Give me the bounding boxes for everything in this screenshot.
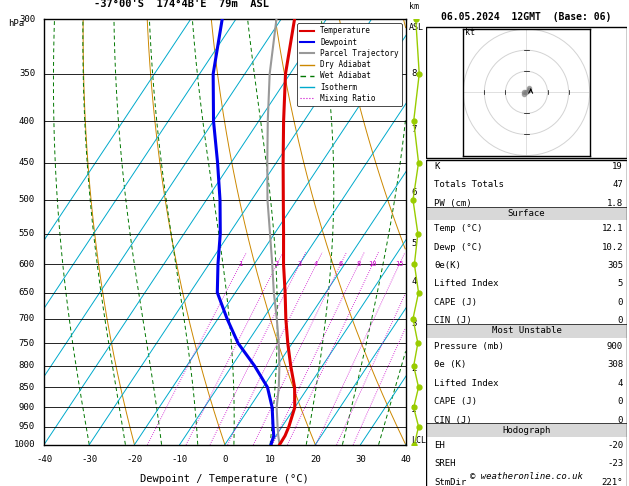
Text: 4: 4 xyxy=(411,277,416,286)
Text: © weatheronline.co.uk: © weatheronline.co.uk xyxy=(470,472,583,481)
Text: 0: 0 xyxy=(618,397,623,406)
Text: 8: 8 xyxy=(411,69,416,78)
Text: 6: 6 xyxy=(338,261,343,267)
Text: 12.1: 12.1 xyxy=(601,224,623,233)
Bar xyxy=(426,423,627,437)
Text: kt: kt xyxy=(465,29,476,37)
Text: 4: 4 xyxy=(314,261,318,267)
Text: 1: 1 xyxy=(238,261,242,267)
Text: 300: 300 xyxy=(19,15,35,24)
Text: 4: 4 xyxy=(618,379,623,388)
Text: 10: 10 xyxy=(369,261,377,267)
Text: Totals Totals: Totals Totals xyxy=(434,180,504,190)
Text: θe (K): θe (K) xyxy=(434,360,466,369)
Text: hPa: hPa xyxy=(8,19,24,29)
Legend: Temperature, Dewpoint, Parcel Trajectory, Dry Adiabat, Wet Adiabat, Isotherm, Mi: Temperature, Dewpoint, Parcel Trajectory… xyxy=(298,23,402,106)
Text: θe(K): θe(K) xyxy=(434,261,461,270)
Text: -23: -23 xyxy=(607,459,623,469)
Text: 450: 450 xyxy=(19,158,35,167)
Text: 7: 7 xyxy=(411,125,416,134)
Text: -20: -20 xyxy=(126,455,143,464)
Text: 2: 2 xyxy=(275,261,279,267)
Text: 3: 3 xyxy=(298,261,302,267)
Text: Surface: Surface xyxy=(508,209,545,218)
Bar xyxy=(426,207,627,220)
Text: 47: 47 xyxy=(613,180,623,190)
Text: 900: 900 xyxy=(19,403,35,412)
Text: CIN (J): CIN (J) xyxy=(434,316,472,326)
Text: CAPE (J): CAPE (J) xyxy=(434,397,477,406)
Text: 8: 8 xyxy=(357,261,360,267)
Text: 950: 950 xyxy=(19,422,35,431)
Text: 10: 10 xyxy=(265,455,276,464)
Text: 2: 2 xyxy=(411,364,416,373)
Text: 19: 19 xyxy=(613,162,623,171)
Text: StmDir: StmDir xyxy=(434,478,466,486)
Text: 700: 700 xyxy=(19,314,35,323)
Text: 308: 308 xyxy=(607,360,623,369)
Text: 0: 0 xyxy=(618,416,623,425)
Text: Lifted Index: Lifted Index xyxy=(434,279,498,289)
Text: 400: 400 xyxy=(19,117,35,125)
Text: 20: 20 xyxy=(310,455,321,464)
Text: -30: -30 xyxy=(81,455,97,464)
Text: LCL: LCL xyxy=(411,436,426,445)
Text: km: km xyxy=(409,2,420,11)
Text: 305: 305 xyxy=(607,261,623,270)
Text: -37°00'S  174°4B'E  79m  ASL: -37°00'S 174°4B'E 79m ASL xyxy=(94,0,269,9)
Text: Dewpoint / Temperature (°C): Dewpoint / Temperature (°C) xyxy=(140,474,309,485)
Text: SREH: SREH xyxy=(434,459,455,469)
Text: CIN (J): CIN (J) xyxy=(434,416,472,425)
Text: 0: 0 xyxy=(222,455,228,464)
Text: 15: 15 xyxy=(395,261,404,267)
Text: 900: 900 xyxy=(607,342,623,351)
Text: ASL: ASL xyxy=(409,23,425,32)
Text: CAPE (J): CAPE (J) xyxy=(434,298,477,307)
Text: 06.05.2024  12GMT  (Base: 06): 06.05.2024 12GMT (Base: 06) xyxy=(442,12,611,22)
Text: 6: 6 xyxy=(411,188,416,197)
Text: 750: 750 xyxy=(19,339,35,347)
Text: Most Unstable: Most Unstable xyxy=(491,327,562,335)
Text: Temp (°C): Temp (°C) xyxy=(434,224,482,233)
Text: -20: -20 xyxy=(607,441,623,450)
Bar xyxy=(426,27,627,158)
Text: 1000: 1000 xyxy=(13,440,35,449)
Text: 0: 0 xyxy=(618,298,623,307)
Text: Dewp (°C): Dewp (°C) xyxy=(434,243,482,252)
Text: 10.2: 10.2 xyxy=(601,243,623,252)
Text: 3: 3 xyxy=(411,319,416,328)
Text: 650: 650 xyxy=(19,288,35,297)
Text: 500: 500 xyxy=(19,195,35,205)
Bar xyxy=(426,324,627,338)
Text: 221°: 221° xyxy=(601,478,623,486)
Text: EH: EH xyxy=(434,441,445,450)
Text: 850: 850 xyxy=(19,383,35,392)
Text: 30: 30 xyxy=(355,455,366,464)
Text: 1.8: 1.8 xyxy=(607,199,623,208)
Text: 600: 600 xyxy=(19,260,35,269)
Text: 550: 550 xyxy=(19,229,35,238)
Text: 5: 5 xyxy=(411,239,416,247)
Text: Hodograph: Hodograph xyxy=(503,426,550,434)
Text: 0: 0 xyxy=(618,316,623,326)
Text: 1: 1 xyxy=(411,405,416,414)
Text: K: K xyxy=(434,162,439,171)
Text: 800: 800 xyxy=(19,362,35,370)
Text: Pressure (mb): Pressure (mb) xyxy=(434,342,504,351)
Text: -40: -40 xyxy=(36,455,52,464)
Bar xyxy=(426,160,627,486)
Text: -10: -10 xyxy=(172,455,187,464)
Text: 40: 40 xyxy=(400,455,411,464)
Text: 350: 350 xyxy=(19,69,35,78)
Text: 5: 5 xyxy=(618,279,623,289)
Text: Lifted Index: Lifted Index xyxy=(434,379,498,388)
Text: PW (cm): PW (cm) xyxy=(434,199,472,208)
